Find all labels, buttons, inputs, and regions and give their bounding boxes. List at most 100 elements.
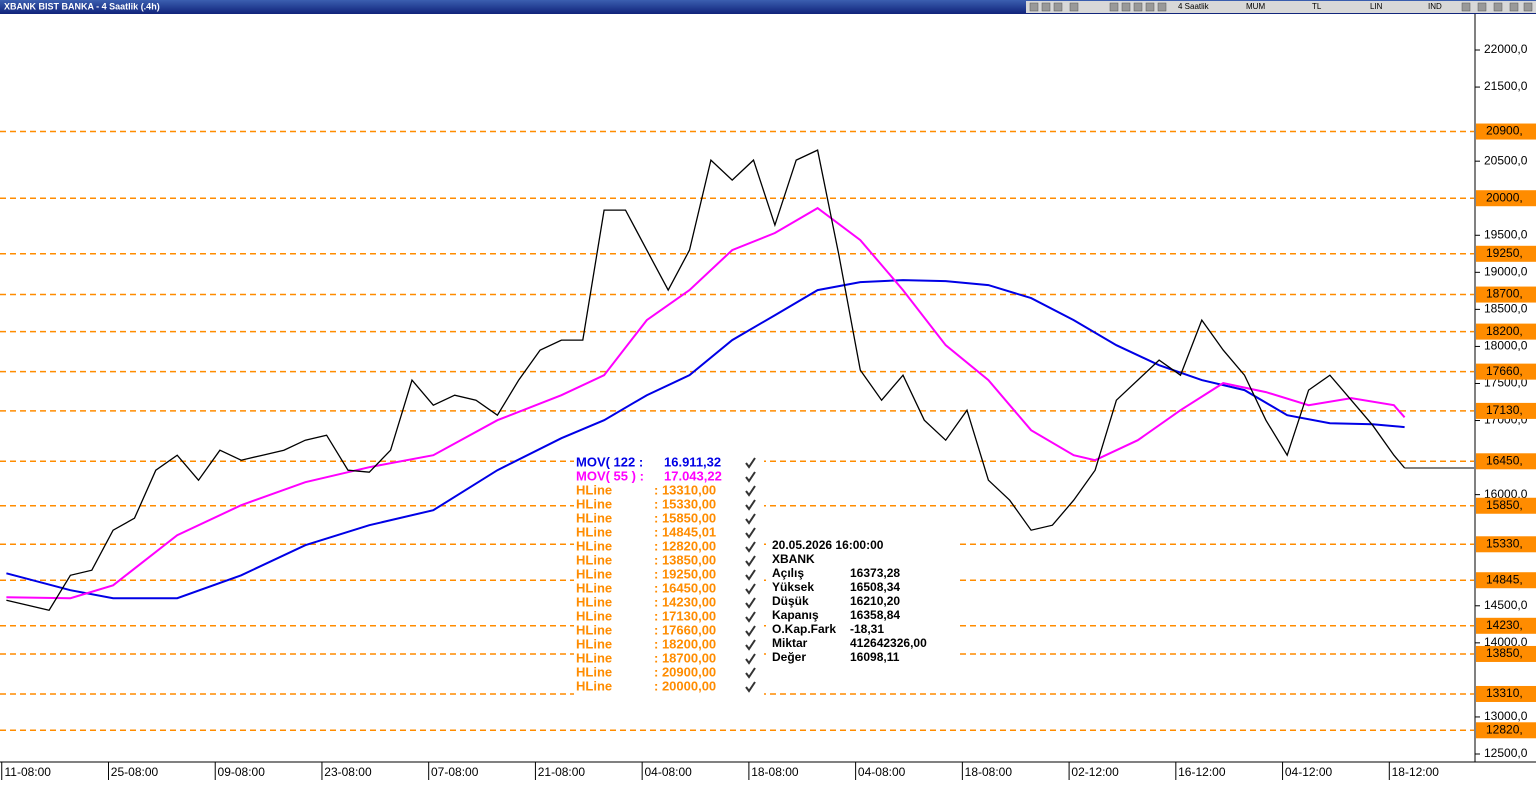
toolbar-icon[interactable]: [1133, 2, 1143, 12]
info-value: -18,31: [850, 622, 884, 636]
toolbar-button[interactable]: LIN: [1370, 2, 1383, 11]
hline-axis-label: 13310,: [1486, 686, 1523, 700]
toolbar-button[interactable]: 4 Saatlik: [1178, 2, 1210, 11]
legend-name: HLine: [576, 594, 612, 609]
legend-value: : 20900,00: [654, 664, 716, 679]
hline-axis-tag: [1476, 497, 1536, 514]
toolbar-icon[interactable]: [1145, 2, 1155, 12]
x-tick-label: 11-08:00: [5, 765, 52, 779]
legend-name: HLine: [576, 678, 612, 693]
check-icon: [745, 653, 756, 665]
legend-name: HLine: [576, 566, 612, 581]
hline-axis-label: 17660,: [1486, 364, 1523, 378]
hline-axis-tag: [1476, 536, 1536, 553]
toolbar-button[interactable]: TL: [1312, 2, 1322, 11]
x-tick-label: 18-12:00: [1392, 765, 1440, 779]
hline-axis-label: 18200,: [1486, 324, 1523, 338]
legend-value: 16.911,32: [664, 454, 721, 469]
x-tick-label: 21-08:00: [538, 765, 586, 779]
info-value: 412642326,00: [850, 636, 927, 650]
toolbar-icon[interactable]: [1461, 2, 1471, 12]
info-label: Kapanış: [772, 608, 819, 622]
hline-axis-tag: [1476, 245, 1536, 262]
legend-name: HLine: [576, 622, 612, 637]
toolbar-button[interactable]: IND: [1428, 2, 1442, 11]
legend-value: : 13850,00: [654, 552, 716, 567]
check-icon: [745, 681, 756, 693]
info-label: Miktar: [772, 636, 808, 650]
toolbar-icon[interactable]: [1109, 2, 1119, 12]
y-tick-label: 14000,0: [1484, 635, 1528, 649]
legend-name: HLine: [576, 552, 612, 567]
hline-axis-tag: [1476, 722, 1536, 739]
hline-axis-label: 15330,: [1486, 536, 1523, 550]
legend-value: : 14230,00: [654, 594, 716, 609]
hline-axis-tag: [1476, 123, 1536, 140]
hline-axis-tag: [1476, 323, 1536, 340]
legend-name: HLine: [576, 524, 612, 539]
toolbar-button[interactable]: MUM: [1246, 2, 1265, 11]
toolbar-icon[interactable]: [1053, 2, 1063, 12]
price-line: [6, 149, 1406, 611]
hline-axis-label: 15850,: [1486, 498, 1523, 512]
legend-name: HLine: [576, 580, 612, 595]
legend-value: : 20000,00: [654, 678, 716, 693]
legend-value: : 18700,00: [654, 650, 716, 665]
hline-axis-tag: [1476, 363, 1536, 380]
hline-axis-label: 16450,: [1486, 453, 1523, 467]
legend-value: : 19250,00: [654, 566, 716, 581]
y-tick-label: 13000,0: [1484, 709, 1528, 723]
toolbar-icon[interactable]: [1477, 2, 1487, 12]
legend-value: : 18200,00: [654, 636, 716, 651]
toolbar-icon[interactable]: [1509, 2, 1519, 12]
hline-axis-label: 13850,: [1486, 646, 1523, 660]
info-value: 16098,11: [850, 650, 900, 664]
check-icon: [745, 611, 756, 623]
y-tick-label: 18000,0: [1484, 339, 1528, 353]
y-tick-label: 22000,0: [1484, 42, 1528, 56]
legend-name: HLine: [576, 538, 612, 553]
legend-name: HLine: [576, 650, 612, 665]
check-icon: [745, 555, 756, 567]
x-tick-label: 09-08:00: [218, 765, 266, 779]
legend: MOV( 122 : 16.911,32 MOV( 55 ) : 17.043,22 H…: [574, 454, 764, 696]
info-value: 16508,34: [850, 580, 900, 594]
legend-value: : 15330,00: [654, 496, 716, 511]
legend-bg: [574, 456, 764, 696]
x-tick-label: 04-12:00: [1285, 765, 1333, 779]
plot: [0, 130, 1474, 732]
hline-axis-tag: [1476, 190, 1536, 207]
moving-average-line: [6, 279, 1405, 600]
check-icon: [745, 527, 756, 539]
hline-axis-label: 17130,: [1486, 403, 1523, 417]
x-tick-label: 16-12:00: [1178, 765, 1226, 779]
legend-name: HLine: [576, 510, 612, 525]
legend-name: MOV( 122 :: [576, 454, 643, 469]
hline-axis-tag: [1476, 685, 1536, 702]
toolbar-icon[interactable]: [1069, 2, 1079, 12]
toolbar-icon[interactable]: [1121, 2, 1131, 12]
legend-name: HLine: [576, 636, 612, 651]
legend-name: HLine: [576, 496, 612, 511]
toolbar-icon[interactable]: [1493, 2, 1503, 12]
hline-axis-tag: [1476, 645, 1536, 662]
x-tick-label: 18-08:00: [965, 765, 1013, 779]
legend-value: : 16450,00: [654, 580, 716, 595]
toolbar-icon[interactable]: [1523, 2, 1533, 12]
check-icon: [745, 639, 756, 651]
check-icon: [745, 541, 756, 553]
check-icon: [745, 485, 756, 497]
hline-axis-label: 19250,: [1486, 246, 1523, 260]
hline-axis-label: 12820,: [1486, 722, 1523, 736]
toolbar-icon[interactable]: [1041, 2, 1051, 12]
y-tick-label: 19500,0: [1484, 227, 1528, 241]
check-icon: [745, 569, 756, 581]
toolbar-icon[interactable]: [1029, 2, 1039, 12]
legend-value: : 12820,00: [654, 538, 716, 553]
hline-axis-label: 18700,: [1486, 287, 1523, 301]
y-tick-label: 12500,0: [1484, 746, 1528, 760]
toolbar-icon[interactable]: [1157, 2, 1167, 12]
x-tick-label: 25-08:00: [111, 765, 159, 779]
